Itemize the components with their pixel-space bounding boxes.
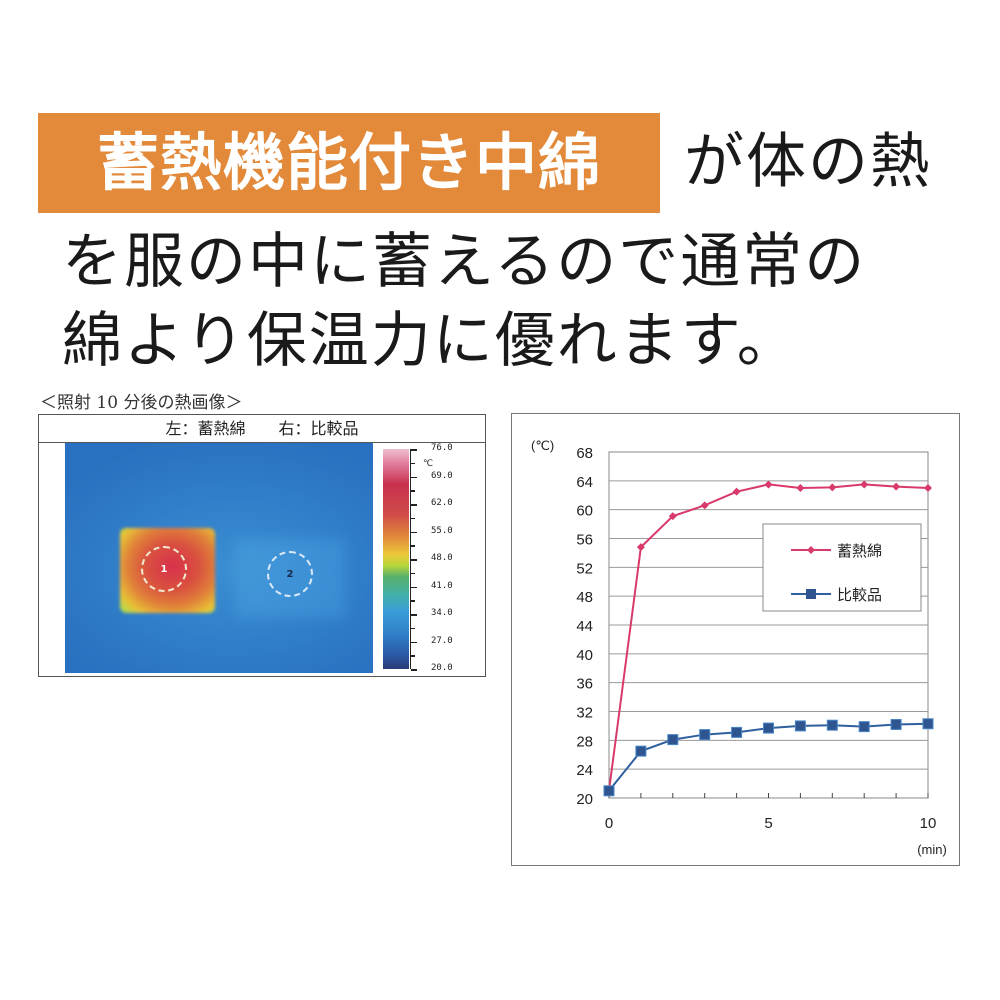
legend-label-1: 比較品 — [837, 586, 882, 604]
colorbar-unit: ℃ — [423, 459, 434, 469]
legend-box — [762, 523, 922, 612]
data-point-square — [794, 720, 806, 732]
colorbar-label: 55.0 — [431, 525, 453, 536]
colorbar-tick — [411, 545, 415, 547]
thermal-header-right: 右：比較品 — [278, 419, 359, 438]
x-tick-label: 5 — [764, 815, 772, 832]
data-point-square — [858, 721, 870, 733]
thermal-header: 左：蓄熱綿 右：比較品 — [39, 415, 485, 443]
colorbar-label: 69.0 — [431, 470, 453, 481]
x-tick-label: 0 — [605, 815, 613, 832]
thermal-caption: ＜照射 10 分後の熱画像＞ — [40, 393, 243, 413]
y-tick-label: 36 — [576, 676, 593, 693]
colorbar-tick — [411, 614, 417, 616]
colorbar-label: 27.0 — [431, 635, 453, 646]
measure-circle-2: 2 — [267, 551, 313, 597]
data-point-square — [826, 719, 838, 731]
colorbar-tick — [411, 627, 415, 630]
legend-marker-diamond — [807, 546, 815, 554]
headline-banner: 蓄熱機能付き中綿 — [38, 113, 660, 213]
data-point-diamond — [828, 483, 837, 492]
colorbar-label: 34.0 — [431, 608, 453, 618]
data-point-diamond — [732, 487, 741, 496]
colorbar-label: 76.0 — [431, 443, 453, 453]
marker-2-label: 2 — [286, 568, 294, 580]
data-point-diamond — [860, 480, 869, 489]
headline-line-1: が体の熱 — [684, 127, 932, 197]
colorbar-label: 41.0 — [431, 580, 453, 591]
data-point-square — [699, 729, 711, 741]
colorbar-tick — [411, 504, 417, 506]
colorbar-tick — [411, 476, 417, 478]
colorbar-label: 48.0 — [431, 553, 453, 563]
data-point-square — [922, 718, 934, 730]
colorbar-tick — [411, 669, 417, 671]
data-point-square — [731, 726, 743, 738]
colorbar-tick — [411, 449, 417, 451]
y-tick-label: 24 — [576, 762, 593, 779]
colorbar-ticks — [410, 449, 417, 671]
y-tick-label: 68 — [576, 445, 593, 462]
colorbar-tick — [411, 559, 417, 561]
y-tick-label: 20 — [576, 791, 593, 808]
banner-text: 蓄熱機能付き中綿 — [96, 126, 601, 199]
marker-1-label: 1 — [160, 563, 168, 575]
thermal-image-panel: 左：蓄熱綿 右：比較品 1 2 ℃ 76.0 69.0 62.0 55.0 48.0 41… — [38, 414, 486, 677]
colorbar-tick — [411, 641, 417, 643]
colorbar-tick — [411, 531, 417, 533]
colorbar-tick — [411, 490, 415, 492]
y-tick-label: 40 — [576, 647, 593, 664]
data-point-diamond — [892, 482, 901, 491]
colorbar-tick — [411, 586, 417, 588]
data-point-diamond — [636, 543, 645, 552]
y-tick-label: 28 — [576, 733, 593, 750]
colorbar-label: 62.0 — [431, 498, 453, 508]
chart-svg: 20 24 28 32 36 40 44 48 52 56 60 64 68 (℃) 0 5 10 (min) 蓄熱… — [531, 438, 947, 857]
legend-label-0: 蓄熱綿 — [837, 543, 882, 560]
data-point-diamond — [764, 480, 773, 489]
data-point-square — [635, 745, 647, 757]
y-tick-label: 48 — [576, 589, 593, 606]
headline-line-2: を服の中に蓄えるので通常の — [62, 227, 867, 297]
y-tick-label: 60 — [576, 503, 593, 520]
data-point-diamond — [700, 501, 709, 510]
headline-line-3: 綿より保温力に優れます。 — [62, 306, 799, 376]
x-axis-unit: (min) — [917, 842, 947, 857]
y-tick-label: 44 — [576, 618, 593, 635]
y-tick-label: 64 — [576, 474, 593, 491]
data-point-diamond — [668, 512, 677, 521]
colorbar-tick — [411, 462, 415, 465]
temperature-chart: 20 24 28 32 36 40 44 48 52 56 60 64 68 (℃) 0 5 10 (min) 蓄熱… — [511, 413, 960, 866]
y-tick-label: 56 — [576, 532, 593, 549]
measure-circle-1: 1 — [141, 546, 187, 592]
data-point-square — [890, 718, 902, 730]
temperature-colorbar — [383, 449, 409, 669]
data-point-square — [667, 734, 679, 746]
colorbar-label: 20.0 — [431, 663, 453, 673]
y-tick-label: 52 — [576, 560, 593, 577]
data-point-square — [763, 722, 774, 734]
x-tick-label: 10 — [920, 815, 937, 832]
thermal-header-left: 左：蓄熱綿 — [165, 419, 246, 438]
colorbar-tick — [411, 655, 415, 657]
y-tick-label: 32 — [576, 705, 593, 722]
y-axis-unit: (℃) — [531, 438, 554, 453]
colorbar-tick — [411, 517, 415, 520]
data-point-square — [603, 785, 615, 797]
data-point-diamond — [796, 484, 805, 493]
data-point-diamond — [924, 484, 932, 493]
colorbar-tick — [411, 600, 415, 602]
legend-marker-square — [806, 589, 816, 599]
thermal-image: 1 2 — [65, 443, 373, 673]
colorbar-tick — [411, 572, 415, 575]
